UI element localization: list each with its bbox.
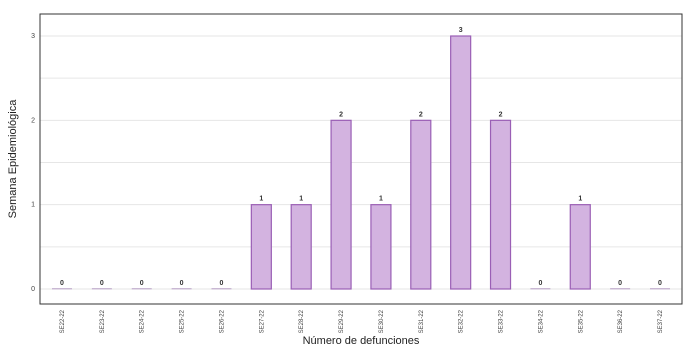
bar (171, 288, 192, 290)
data-labels: 0 0 0 0 0 1 1 2 1 2 3 2 0 1 0 0 (60, 27, 662, 287)
bar (370, 204, 392, 290)
bar-value-label: 1 (578, 196, 582, 203)
y-tick-label: 1 (31, 202, 35, 209)
x-tick-label: SE28-22 (299, 309, 305, 333)
bar-value-label: 0 (180, 280, 184, 287)
x-tick-label: SE32-22 (459, 309, 465, 333)
bar-value-label: 0 (658, 280, 662, 287)
bars (52, 35, 670, 290)
bar-value-label: 2 (339, 111, 343, 118)
bar (489, 119, 512, 290)
bar-value-label: 1 (379, 196, 383, 203)
x-tick-label: SE37-22 (658, 309, 664, 333)
x-tick-label: SE33-22 (499, 309, 505, 333)
y-tick-label: 0 (31, 286, 35, 293)
x-axis-title: Número de defunciones (303, 335, 420, 347)
bar (330, 119, 352, 290)
y-axis-ticks: 0 1 2 3 (31, 33, 35, 293)
x-tick-label: SE35-22 (578, 309, 584, 333)
bar (530, 288, 551, 290)
bar (52, 288, 72, 290)
bar-value-label: 1 (299, 196, 303, 203)
bar-value-label: 0 (618, 280, 622, 287)
x-tick-label: SE27-22 (259, 309, 265, 333)
x-tick-label: SE26-22 (219, 309, 225, 333)
bar (250, 204, 272, 290)
x-tick-label: SE36-22 (618, 309, 624, 333)
x-tick-label: SE24-22 (140, 309, 146, 333)
bar (290, 204, 312, 290)
bar-value-label: 0 (140, 280, 144, 287)
bar (569, 204, 591, 290)
x-tick-label: SE23-22 (100, 309, 106, 333)
bar (650, 288, 670, 290)
x-tick-label: SE34-22 (538, 309, 544, 333)
y-tick-label: 2 (31, 117, 35, 124)
bar (131, 288, 152, 290)
bar-value-label: 0 (100, 280, 104, 287)
x-tick-label: SE29-22 (339, 309, 345, 333)
bar-value-label: 2 (499, 111, 503, 118)
plot-border (39, 13, 683, 305)
bar (610, 288, 631, 290)
bar-value-label: 1 (259, 196, 263, 203)
x-tick-label: SE25-22 (180, 309, 186, 333)
bar-value-label: 2 (419, 111, 423, 118)
bar-value-label: 3 (459, 27, 463, 34)
bar-value-label: 0 (220, 280, 224, 287)
y-axis-title: Semana Epidemiológica (7, 99, 19, 219)
y-tick-label: 3 (31, 33, 35, 40)
bar (410, 119, 432, 290)
x-tick-label: SE22-22 (60, 309, 66, 333)
x-tick-label: SE31-22 (419, 309, 425, 333)
bar (211, 288, 232, 290)
bar (450, 35, 472, 290)
x-tick-label: SE30-22 (379, 309, 385, 333)
bar-value-label: 0 (60, 280, 64, 287)
bar-value-label: 0 (538, 280, 542, 287)
bar (91, 288, 112, 290)
x-axis-ticks: SE22-22 SE23-22 SE24-22 SE25-22 SE26-22 SE27-… (60, 309, 664, 333)
